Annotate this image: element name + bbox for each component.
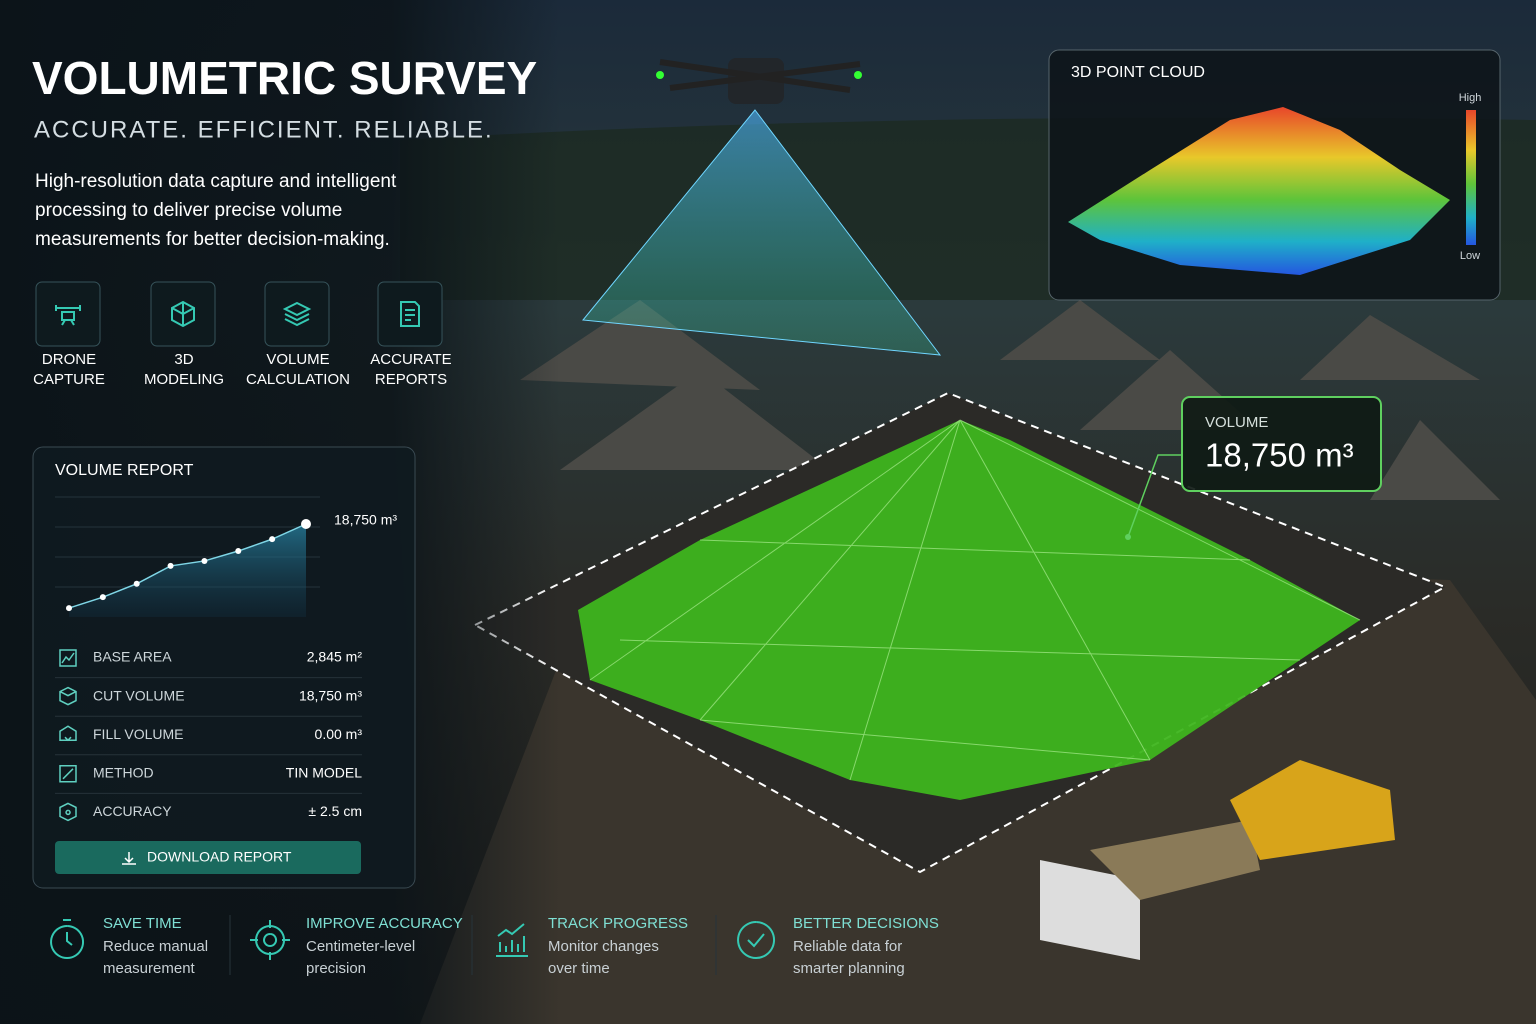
trend-point bbox=[269, 536, 276, 543]
row-label: METHOD bbox=[93, 765, 154, 781]
feature-label: DRONE bbox=[42, 351, 96, 368]
trend-area bbox=[69, 524, 306, 617]
report-title: VOLUME REPORT bbox=[55, 462, 194, 479]
truck-bed bbox=[1090, 820, 1260, 900]
point-cloud-model bbox=[1068, 107, 1450, 275]
trend-point bbox=[133, 580, 140, 587]
benefit-title: BETTER DECISIONS bbox=[793, 915, 939, 932]
callout-dot bbox=[1125, 534, 1131, 540]
mesh-lines bbox=[589, 419, 1361, 781]
feature-icon bbox=[400, 301, 420, 327]
row-value: 2,845 m² bbox=[307, 649, 363, 665]
benefit-text: Reliable data for bbox=[793, 938, 902, 955]
benefit-title: SAVE TIME bbox=[103, 915, 182, 932]
title: VOLUMETRIC SURVEY bbox=[32, 52, 537, 104]
benefit-icon bbox=[737, 921, 776, 959]
loader bbox=[1230, 760, 1395, 860]
row-value: 0.00 m³ bbox=[315, 726, 363, 742]
truck bbox=[1040, 860, 1140, 960]
drone bbox=[656, 58, 862, 104]
row-icon bbox=[59, 649, 77, 667]
row-label: BASE AREA bbox=[93, 649, 172, 665]
benefit-text: Reduce manual bbox=[103, 938, 208, 955]
feature-icon bbox=[171, 300, 195, 328]
row-value: 18,750 m³ bbox=[299, 687, 362, 703]
feature-icon bbox=[55, 305, 81, 326]
benefit-icon bbox=[250, 920, 290, 960]
colorbar bbox=[1466, 110, 1476, 245]
benefit-text: Monitor changes bbox=[548, 938, 659, 955]
benefit-text: measurement bbox=[103, 960, 196, 977]
description-line: measurements for better decision-making. bbox=[35, 229, 390, 250]
callout-value: 18,750 m³ bbox=[1205, 437, 1354, 474]
tagline: ACCURATE. EFFICIENT. RELIABLE. bbox=[34, 116, 494, 143]
colorbar-high: High bbox=[1459, 92, 1482, 104]
colorbar-low: Low bbox=[1460, 250, 1480, 262]
scan-beam bbox=[582, 109, 942, 356]
download-button[interactable] bbox=[55, 841, 361, 874]
row-value: TIN MODEL bbox=[286, 765, 362, 781]
row-label: ACCURACY bbox=[93, 803, 172, 819]
feature-label: CAPTURE bbox=[33, 371, 105, 388]
feature-label: MODELING bbox=[144, 371, 224, 388]
benefit-title: TRACK PROGRESS bbox=[548, 915, 688, 932]
feature-label: ACCURATE bbox=[370, 351, 451, 368]
row-label: FILL VOLUME bbox=[93, 726, 184, 742]
description-line: processing to deliver precise volume bbox=[35, 200, 342, 221]
callout-label: VOLUME bbox=[1205, 414, 1268, 431]
benefit-text: over time bbox=[548, 960, 610, 977]
callout-box bbox=[1181, 396, 1382, 492]
feature-label: REPORTS bbox=[375, 371, 447, 388]
feature-icon-box bbox=[35, 281, 101, 347]
feature-label: 3D bbox=[174, 351, 193, 368]
feature-label: CALCULATION bbox=[246, 371, 350, 388]
benefit-icon bbox=[496, 923, 528, 957]
trend-point bbox=[235, 548, 242, 555]
download-label[interactable]: DOWNLOAD REPORT bbox=[147, 849, 292, 865]
stockpile-mesh bbox=[578, 420, 1360, 800]
trend-point bbox=[201, 557, 208, 564]
trend-end-label: 18,750 m³ bbox=[334, 512, 397, 528]
trend-line bbox=[68, 523, 307, 609]
row-label: CUT VOLUME bbox=[93, 687, 185, 703]
row-icon bbox=[59, 725, 77, 742]
row-value: ± 2.5 cm bbox=[308, 803, 362, 819]
benefit-icon bbox=[50, 919, 85, 959]
row-icon bbox=[59, 765, 77, 783]
benefit-text: Centimeter-level bbox=[306, 938, 415, 955]
trend-point bbox=[99, 594, 106, 601]
trend-point bbox=[66, 605, 72, 612]
download-icon bbox=[122, 852, 136, 865]
benefit-title: IMPROVE ACCURACY bbox=[306, 915, 463, 932]
row-icon bbox=[59, 802, 77, 822]
row-icon bbox=[59, 686, 77, 706]
benefit-text: smarter planning bbox=[793, 960, 905, 977]
gravel-piles bbox=[520, 300, 1500, 500]
feature-icon bbox=[282, 301, 312, 327]
point-cloud-title: 3D POINT CLOUD bbox=[1071, 64, 1205, 81]
feature-label: VOLUME bbox=[266, 351, 329, 368]
trend-point bbox=[167, 562, 174, 569]
benefit-text: precision bbox=[306, 960, 366, 977]
description-line: High-resolution data capture and intelli… bbox=[35, 171, 397, 192]
trend-point bbox=[301, 519, 311, 529]
callout-leader bbox=[1127, 454, 1182, 538]
